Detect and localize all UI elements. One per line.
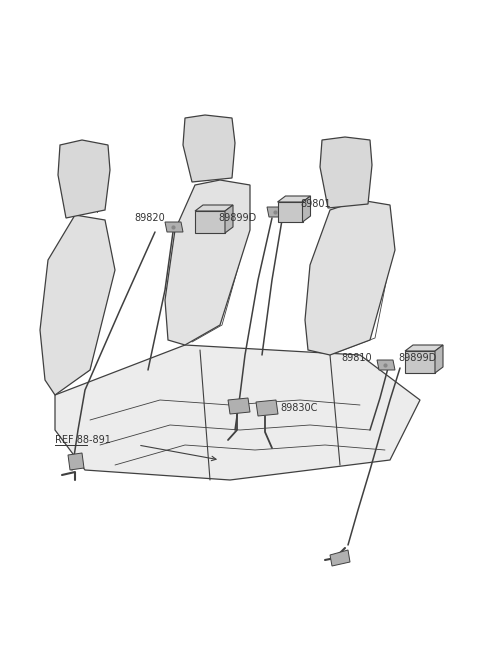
Text: 89810: 89810 <box>341 353 372 363</box>
Text: 89801: 89801 <box>300 199 331 209</box>
Polygon shape <box>55 345 420 480</box>
Polygon shape <box>68 453 84 470</box>
Polygon shape <box>165 222 183 232</box>
Text: 89899D: 89899D <box>218 213 256 223</box>
Polygon shape <box>405 345 443 351</box>
Text: 89899D: 89899D <box>398 353 436 363</box>
Polygon shape <box>277 196 311 202</box>
Text: REF 88-891: REF 88-891 <box>55 435 111 445</box>
Text: 89820: 89820 <box>134 213 165 223</box>
Polygon shape <box>58 140 110 218</box>
Polygon shape <box>320 137 372 208</box>
Polygon shape <box>302 196 311 222</box>
Polygon shape <box>330 550 350 566</box>
Text: 89830C: 89830C <box>280 403 317 413</box>
Polygon shape <box>165 180 250 345</box>
Polygon shape <box>195 205 233 211</box>
Polygon shape <box>228 398 250 414</box>
Polygon shape <box>377 360 395 370</box>
Polygon shape <box>277 202 302 222</box>
Polygon shape <box>405 351 435 373</box>
Polygon shape <box>195 211 225 233</box>
Polygon shape <box>225 205 233 233</box>
Polygon shape <box>183 115 235 182</box>
Polygon shape <box>305 200 395 355</box>
Polygon shape <box>256 400 278 416</box>
Polygon shape <box>40 215 115 395</box>
Polygon shape <box>435 345 443 373</box>
Polygon shape <box>267 207 285 217</box>
